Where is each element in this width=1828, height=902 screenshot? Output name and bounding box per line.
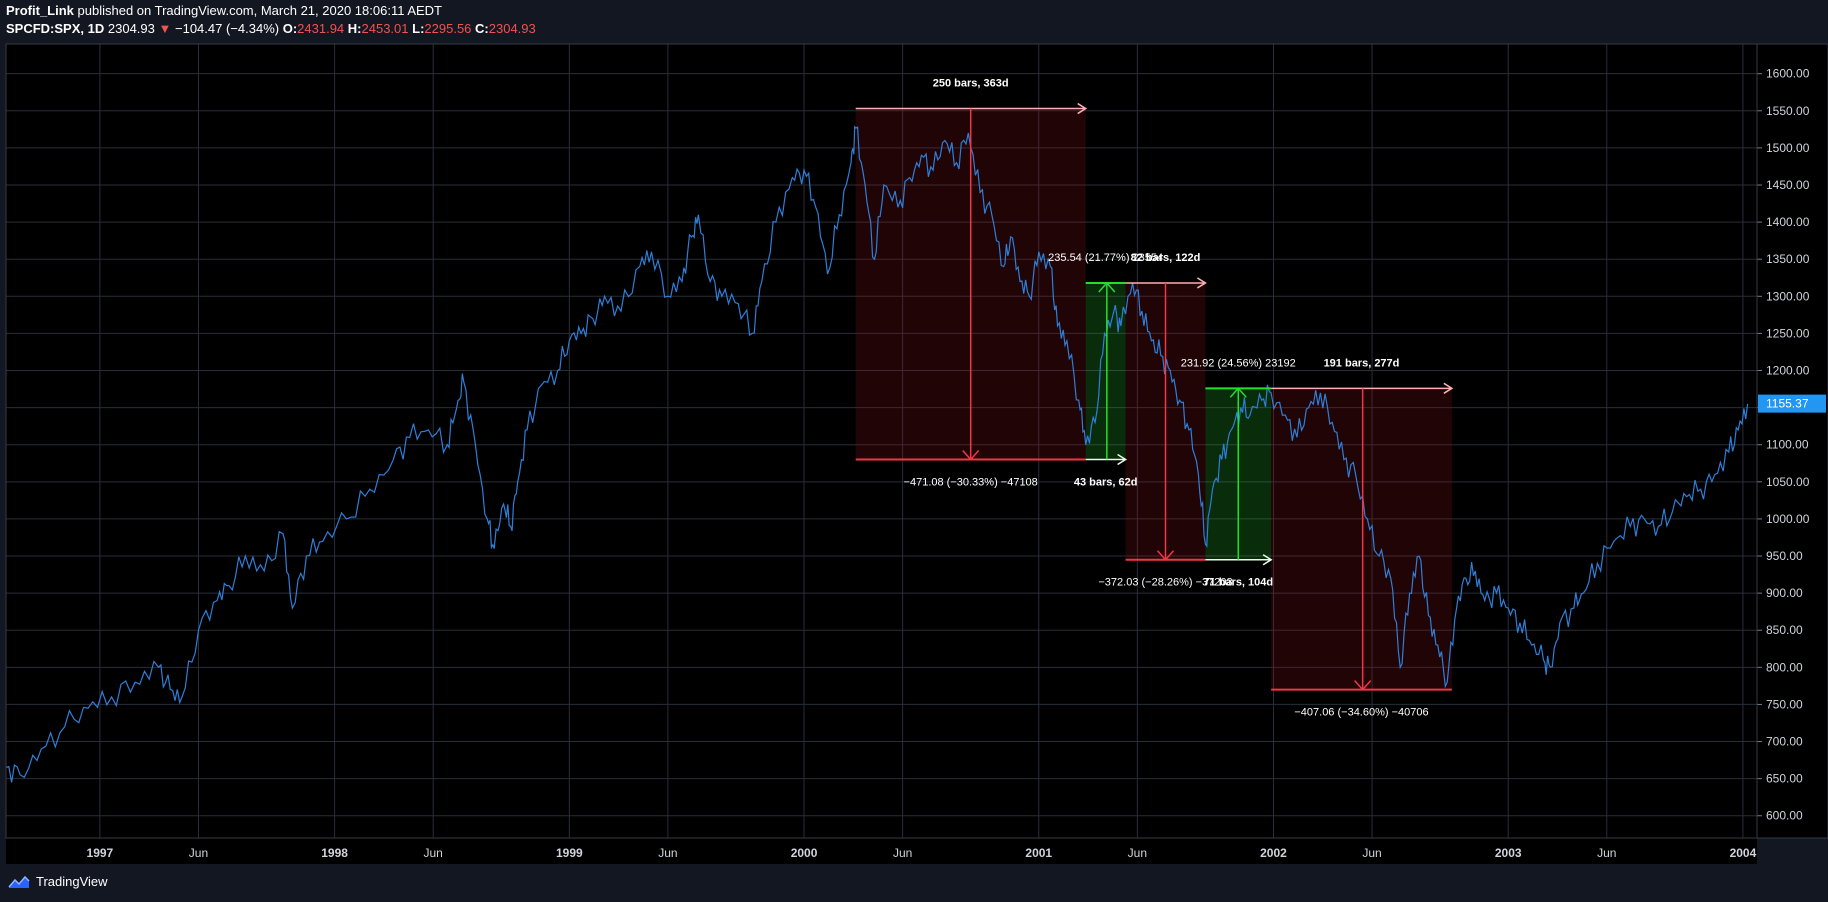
x-tick-label: 2004 <box>1730 846 1757 860</box>
x-tick-label: Jun <box>893 846 912 860</box>
open-label: O: <box>282 21 298 36</box>
last-price: 2304.93 <box>107 21 155 36</box>
y-tick-label: 1100.00 <box>1766 438 1809 452</box>
y-tick-label: 800.00 <box>1766 660 1803 674</box>
x-tick-label: 1998 <box>321 846 348 860</box>
y-tick-label: 1500.00 <box>1766 141 1810 155</box>
y-tick-label: 1050.00 <box>1766 475 1810 489</box>
range-top-label: 191 bars, 277d <box>1324 357 1400 369</box>
arrow-up-icon <box>1098 281 1116 293</box>
x-tick-label: Jun <box>424 846 443 860</box>
range-bottom-label: −407.06 (−34.60%) −40706 <box>1294 707 1428 719</box>
price-chart[interactable]: 1600.00 1550.00 1500.00 1450.00 1400.00 1350.… <box>0 42 1828 868</box>
range-arrowhead-right <box>1077 102 1088 115</box>
drawdown-range-box[interactable] <box>1271 388 1452 690</box>
x-tick-label: 2000 <box>791 846 818 860</box>
publish-info: Profit_Link published on TradingView.com… <box>6 3 442 18</box>
y-tick-label: 600.00 <box>1766 809 1803 823</box>
price-series-line[interactable] <box>5 125 1749 783</box>
arrow-up-icon <box>1229 387 1247 398</box>
arrow-down-icon <box>1354 680 1372 691</box>
x-tick-label: Jun <box>658 846 677 860</box>
down-arrow-icon: ▼ <box>158 21 172 36</box>
range-top-label: 250 bars, 363d <box>933 78 1009 90</box>
tradingview-logo-icon <box>8 875 30 888</box>
last-price-badge <box>1758 394 1826 413</box>
arrow-down-icon <box>1156 550 1175 561</box>
close-label: C: <box>475 21 489 36</box>
author-name[interactable]: Profit_Link <box>6 3 74 18</box>
published-text: published on TradingView.com, March 21, … <box>77 3 443 18</box>
y-tick-label: 700.00 <box>1766 735 1803 749</box>
range-arrowhead-right <box>1117 453 1128 466</box>
high-label: H: <box>347 21 362 36</box>
x-tick-label: 1999 <box>556 846 583 860</box>
x-tick-label: Jun <box>1128 846 1147 860</box>
y-tick-label: 650.00 <box>1766 772 1803 786</box>
y-tick-label: 1300.00 <box>1766 289 1810 303</box>
arrow-down-icon <box>962 450 980 461</box>
y-tick-label: 1350.00 <box>1766 252 1810 266</box>
time-axis[interactable] <box>6 838 1757 864</box>
range-arrowhead-right <box>1197 277 1207 289</box>
x-tick-label: 1997 <box>87 846 114 860</box>
high-value: 2453.01 <box>361 21 409 36</box>
last-price-label: 1155.37 <box>1766 397 1809 411</box>
y-tick-label: 1250.00 <box>1766 326 1810 340</box>
y-tick-label: 1600.00 <box>1766 67 1810 81</box>
close-value: 2304.93 <box>488 21 536 36</box>
plot-background <box>6 44 1757 838</box>
low-label: L: <box>412 21 425 36</box>
range-bottom-label: 43 bars, 62d <box>1074 477 1138 489</box>
chart-header: Profit_Link published on TradingView.com… <box>0 0 1828 40</box>
range-top-label: 231.92 (24.56%) 23192 <box>1181 357 1296 369</box>
x-tick-label: 2001 <box>1025 846 1052 860</box>
y-tick-label: 1550.00 <box>1766 104 1810 118</box>
x-tick-label: Jun <box>1597 846 1616 860</box>
range-top-label: 82 bars, 122d <box>1131 252 1201 264</box>
x-tick-label: Jun <box>189 846 208 860</box>
x-tick-label: Jun <box>1362 846 1381 860</box>
y-tick-label: 750.00 <box>1766 697 1803 711</box>
chart-footer <box>0 868 1828 902</box>
range-bottom-label: −471.08 (−30.33%) −47108 <box>904 477 1038 489</box>
range-top-label: 235.54 (21.77%) 23554 <box>1048 252 1163 264</box>
range-arrowhead-right <box>1443 382 1454 394</box>
symbol-name[interactable]: SPCFD:SPX, 1D <box>6 21 105 36</box>
x-tick-label: 2002 <box>1260 846 1287 860</box>
low-value: 2295.56 <box>424 21 472 36</box>
y-tick-label: 1450.00 <box>1766 178 1810 192</box>
tradingview-brand-label: TradingView <box>36 874 108 889</box>
y-tick-label: 1200.00 <box>1766 364 1810 378</box>
y-tick-label: 1000.00 <box>1766 512 1810 526</box>
open-value: 2431.94 <box>297 21 345 36</box>
y-tick-label: 1400.00 <box>1766 215 1810 229</box>
range-bottom-label: −372.03 (−28.26%) −37203 <box>1098 577 1232 589</box>
symbol-legend: SPCFD:SPX, 1D 2304.93 ▼ −104.47 (−4.34%)… <box>6 21 536 36</box>
tradingview-brand[interactable]: TradingView <box>8 874 108 889</box>
range-bottom-label: 71 bars, 104d <box>1203 577 1273 589</box>
y-tick-label: 950.00 <box>1766 549 1803 563</box>
y-tick-label: 850.00 <box>1766 623 1803 637</box>
x-tick-label: 2003 <box>1495 846 1522 860</box>
range-arrowhead-right <box>1262 554 1273 566</box>
plot-frame <box>5 43 1758 839</box>
y-tick-label: 900.00 <box>1766 586 1803 600</box>
rally-range-box[interactable] <box>1085 282 1126 460</box>
price-axis[interactable] <box>1756 43 1828 839</box>
price-change: −104.47 (−4.34%) <box>175 21 280 36</box>
